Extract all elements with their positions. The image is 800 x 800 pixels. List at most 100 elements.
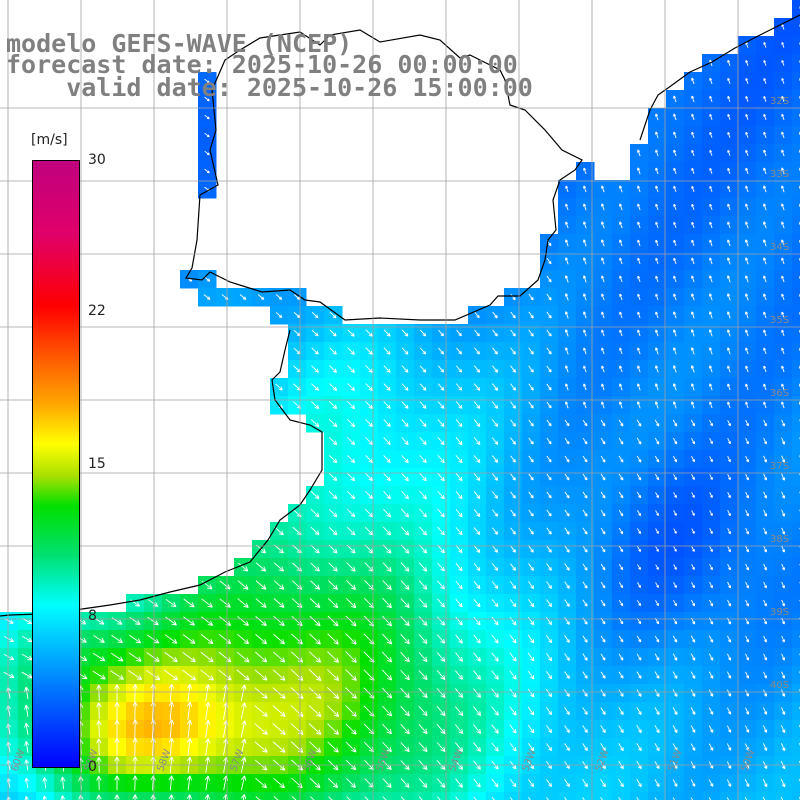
wind-arrow [509, 652, 517, 662]
wind-arrow [114, 701, 120, 720]
wind-arrow [309, 777, 321, 789]
wind-arrow [510, 527, 516, 535]
wind-arrow [636, 707, 642, 716]
wind-arrow [272, 705, 286, 717]
wind-arrow [4, 618, 14, 624]
wind-arrow [400, 742, 410, 753]
wind-arrow [205, 720, 211, 738]
wind-arrow [365, 419, 373, 428]
wind-arrow [637, 564, 641, 570]
wind-arrow [600, 437, 606, 445]
wind-arrow [673, 329, 677, 337]
wind-arrow [763, 95, 767, 102]
wind-arrow [744, 779, 750, 788]
wind-arrow [781, 365, 785, 373]
wind-arrow [273, 633, 285, 645]
wind-arrow [326, 669, 340, 681]
wind-arrow [509, 724, 517, 734]
wind-arrow [60, 795, 66, 800]
wind-arrow [564, 599, 570, 607]
wind-arrow [291, 796, 297, 800]
wind-arrow [673, 221, 677, 229]
wind-arrow [745, 599, 749, 607]
wind-cell [792, 558, 800, 577]
wind-arrow [564, 635, 570, 643]
wind-arrow [600, 419, 606, 427]
wind-arrow [455, 544, 463, 554]
wind-arrow [637, 528, 642, 535]
wind-arrow [436, 652, 446, 662]
wind-arrow [745, 311, 749, 319]
wind-arrow [473, 634, 481, 644]
wind-arrow [691, 437, 695, 445]
wind-arrow [400, 705, 410, 717]
wind-arrow [745, 95, 749, 102]
wind-arrow [345, 615, 357, 627]
wind-arrow [473, 724, 482, 734]
wind-arrow [619, 365, 623, 373]
wind-cell [792, 360, 800, 379]
wind-arrow [510, 419, 516, 427]
wind-arrow [491, 563, 499, 571]
wind-arrow [146, 634, 160, 644]
wind-arrow [600, 796, 603, 800]
wind-arrow [132, 737, 138, 757]
wind-arrow [727, 113, 731, 120]
wind-arrow [691, 95, 695, 103]
wind-cell [792, 738, 800, 757]
wind-arrow [382, 741, 392, 753]
wind-arrow [727, 383, 731, 391]
wind-arrow [691, 564, 695, 570]
wind-arrow [327, 778, 339, 789]
wind-arrow [636, 725, 642, 734]
wind-arrow [763, 365, 767, 373]
wind-arrow [164, 634, 178, 644]
wind-arrow [114, 775, 120, 791]
wind-arrow [763, 635, 767, 643]
wind-arrow [672, 725, 678, 733]
wind-arrow [781, 311, 785, 319]
wind-arrow [691, 474, 695, 481]
wind-arrow [673, 600, 677, 607]
wind-arrow [745, 329, 749, 337]
wind-arrow [492, 365, 499, 373]
wind-arrow [492, 491, 499, 499]
wind-arrow [673, 257, 677, 265]
wind-arrow [745, 527, 749, 535]
wind-cell [0, 792, 19, 800]
wind-arrow [383, 401, 391, 409]
wind-arrow [654, 671, 660, 679]
wind-arrow [672, 707, 678, 715]
wind-cell [792, 198, 800, 217]
wind-arrow [346, 796, 351, 800]
wind-arrow [328, 418, 338, 428]
wind-arrow [564, 563, 570, 571]
wind-arrow [781, 383, 785, 391]
wind-arrow [564, 491, 570, 499]
wind-arrow [745, 635, 750, 643]
wind-arrow [672, 779, 678, 787]
wind-arrow [437, 562, 445, 572]
wind-arrow [727, 419, 731, 427]
wind-arrow [168, 794, 174, 800]
wind-arrow [781, 545, 785, 553]
wind-arrow [204, 96, 210, 102]
wind-arrow [673, 582, 677, 588]
wind-cell [36, 792, 55, 800]
wind-cell [792, 144, 800, 163]
wind-arrow [745, 239, 749, 247]
wind-arrow [637, 185, 641, 193]
wind-arrow [546, 725, 553, 734]
wind-arrow [655, 149, 659, 157]
wind-arrow [654, 743, 660, 752]
wind-arrow [510, 365, 516, 373]
wind-cell [252, 792, 271, 800]
wind-cell [792, 378, 800, 397]
wind-arrow [454, 724, 464, 735]
wind-arrow [691, 149, 695, 157]
wind-arrow [509, 670, 517, 680]
wind-arrow [601, 203, 605, 211]
wind-cell [774, 792, 793, 800]
wind-arrow [510, 347, 516, 355]
wind-cell [738, 792, 757, 800]
